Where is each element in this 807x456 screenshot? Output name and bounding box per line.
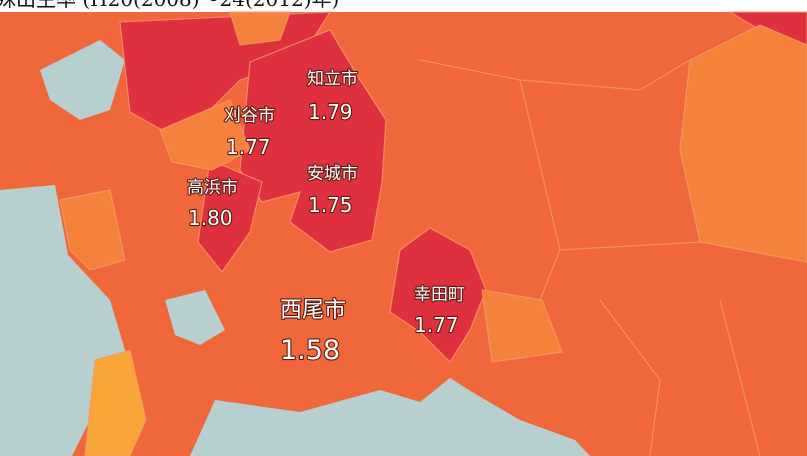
region-value: 1.58 <box>280 335 340 366</box>
sea <box>190 378 590 456</box>
border <box>419 59 761 456</box>
region-name: 幸田町 <box>414 285 465 305</box>
region <box>389 227 487 363</box>
sea <box>165 290 225 345</box>
region <box>229 11 291 46</box>
region-name: 安城市 <box>307 164 358 184</box>
region <box>159 99 251 171</box>
region-name: 高浜市 <box>187 178 238 198</box>
region <box>197 159 263 274</box>
region-value: 1.77 <box>414 313 459 337</box>
region <box>59 189 126 271</box>
title: 殊出生率 (H20(2008)～24(2012)年) <box>0 0 339 11</box>
region <box>481 289 563 363</box>
region <box>119 11 332 141</box>
region-name: 西尾市 <box>280 298 346 323</box>
region-value: 1.79 <box>308 100 353 124</box>
region <box>84 349 147 456</box>
region-value: 1.75 <box>308 193 353 217</box>
region <box>679 24 807 263</box>
region-name: 知立市 <box>307 69 358 89</box>
sea <box>40 40 125 120</box>
region-name: 刈谷市 <box>224 106 275 126</box>
region-value: 1.77 <box>226 135 271 159</box>
region-value: 1.80 <box>188 206 233 230</box>
